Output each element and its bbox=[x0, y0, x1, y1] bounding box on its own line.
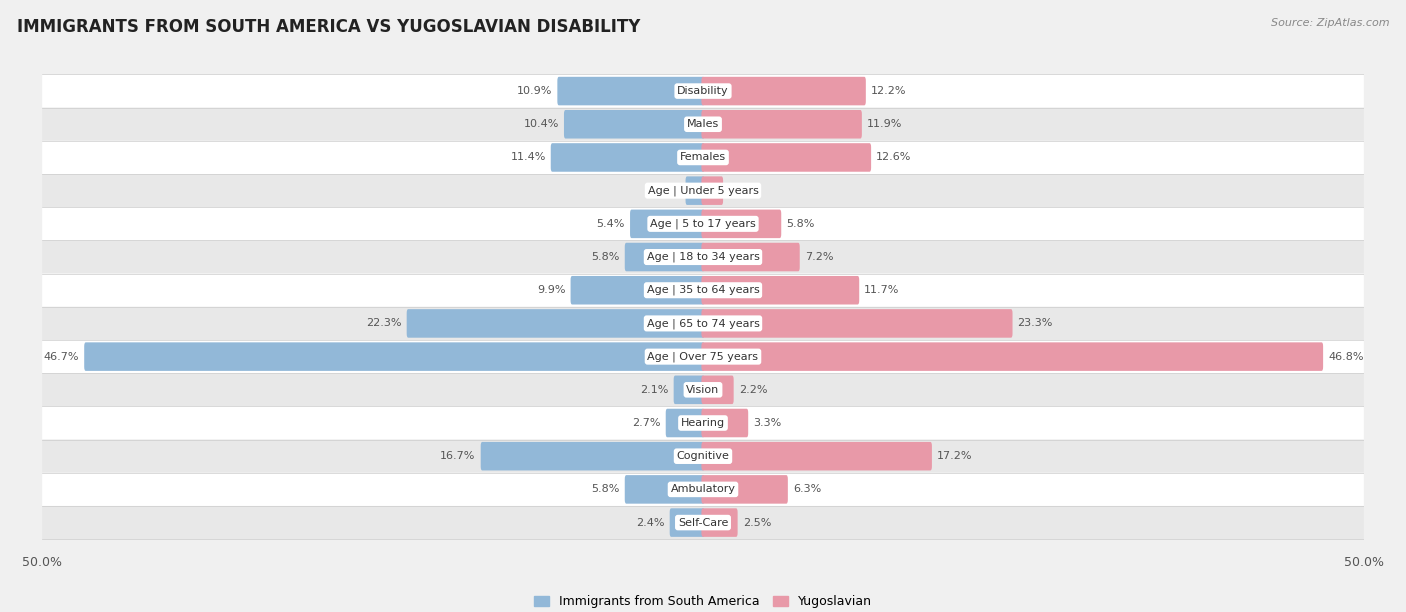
Text: 11.4%: 11.4% bbox=[510, 152, 546, 162]
FancyBboxPatch shape bbox=[557, 76, 704, 105]
FancyBboxPatch shape bbox=[84, 342, 704, 371]
FancyBboxPatch shape bbox=[571, 276, 704, 305]
FancyBboxPatch shape bbox=[702, 409, 748, 438]
FancyBboxPatch shape bbox=[702, 176, 723, 205]
FancyBboxPatch shape bbox=[702, 376, 734, 404]
Text: 22.3%: 22.3% bbox=[366, 318, 402, 329]
FancyBboxPatch shape bbox=[42, 506, 1364, 539]
FancyBboxPatch shape bbox=[564, 110, 704, 138]
Text: Vision: Vision bbox=[686, 385, 720, 395]
Text: Cognitive: Cognitive bbox=[676, 451, 730, 461]
FancyBboxPatch shape bbox=[42, 108, 1364, 141]
FancyBboxPatch shape bbox=[702, 110, 862, 138]
Text: 17.2%: 17.2% bbox=[936, 451, 973, 461]
Text: 2.7%: 2.7% bbox=[633, 418, 661, 428]
FancyBboxPatch shape bbox=[702, 243, 800, 271]
Text: Age | Under 5 years: Age | Under 5 years bbox=[648, 185, 758, 196]
Text: 11.7%: 11.7% bbox=[865, 285, 900, 295]
Text: 16.7%: 16.7% bbox=[440, 451, 475, 461]
FancyBboxPatch shape bbox=[42, 174, 1364, 207]
Text: 1.2%: 1.2% bbox=[652, 185, 681, 196]
FancyBboxPatch shape bbox=[702, 143, 872, 172]
FancyBboxPatch shape bbox=[42, 141, 1364, 174]
FancyBboxPatch shape bbox=[702, 475, 787, 504]
FancyBboxPatch shape bbox=[406, 309, 704, 338]
Text: Age | Over 75 years: Age | Over 75 years bbox=[648, 351, 758, 362]
FancyBboxPatch shape bbox=[42, 75, 1364, 108]
Text: IMMIGRANTS FROM SOUTH AMERICA VS YUGOSLAVIAN DISABILITY: IMMIGRANTS FROM SOUTH AMERICA VS YUGOSLA… bbox=[17, 18, 640, 36]
Text: 46.8%: 46.8% bbox=[1329, 352, 1364, 362]
Text: Age | 5 to 17 years: Age | 5 to 17 years bbox=[650, 218, 756, 229]
FancyBboxPatch shape bbox=[702, 76, 866, 105]
FancyBboxPatch shape bbox=[624, 475, 704, 504]
Text: 3.3%: 3.3% bbox=[754, 418, 782, 428]
Text: 11.9%: 11.9% bbox=[868, 119, 903, 129]
FancyBboxPatch shape bbox=[665, 409, 704, 438]
Text: Age | 65 to 74 years: Age | 65 to 74 years bbox=[647, 318, 759, 329]
FancyBboxPatch shape bbox=[669, 509, 704, 537]
Text: 46.7%: 46.7% bbox=[44, 352, 79, 362]
Text: 23.3%: 23.3% bbox=[1018, 318, 1053, 329]
Legend: Immigrants from South America, Yugoslavian: Immigrants from South America, Yugoslavi… bbox=[530, 590, 876, 612]
FancyBboxPatch shape bbox=[42, 241, 1364, 274]
Text: 2.1%: 2.1% bbox=[640, 385, 669, 395]
Text: Age | 35 to 64 years: Age | 35 to 64 years bbox=[647, 285, 759, 296]
Text: Males: Males bbox=[688, 119, 718, 129]
FancyBboxPatch shape bbox=[42, 473, 1364, 506]
Text: 10.9%: 10.9% bbox=[517, 86, 553, 96]
Text: 12.6%: 12.6% bbox=[876, 152, 911, 162]
FancyBboxPatch shape bbox=[702, 276, 859, 305]
FancyBboxPatch shape bbox=[42, 406, 1364, 439]
Text: 5.8%: 5.8% bbox=[786, 219, 814, 229]
FancyBboxPatch shape bbox=[702, 309, 1012, 338]
FancyBboxPatch shape bbox=[42, 373, 1364, 406]
Text: Ambulatory: Ambulatory bbox=[671, 484, 735, 494]
Text: 2.4%: 2.4% bbox=[636, 518, 665, 528]
FancyBboxPatch shape bbox=[42, 207, 1364, 241]
FancyBboxPatch shape bbox=[42, 307, 1364, 340]
FancyBboxPatch shape bbox=[624, 243, 704, 271]
FancyBboxPatch shape bbox=[702, 209, 782, 238]
Text: Hearing: Hearing bbox=[681, 418, 725, 428]
FancyBboxPatch shape bbox=[42, 439, 1364, 473]
Text: Disability: Disability bbox=[678, 86, 728, 96]
FancyBboxPatch shape bbox=[481, 442, 704, 471]
Text: Females: Females bbox=[681, 152, 725, 162]
Text: 6.3%: 6.3% bbox=[793, 484, 821, 494]
FancyBboxPatch shape bbox=[42, 340, 1364, 373]
Text: 2.5%: 2.5% bbox=[742, 518, 770, 528]
Text: Source: ZipAtlas.com: Source: ZipAtlas.com bbox=[1271, 18, 1389, 28]
Text: 1.4%: 1.4% bbox=[728, 185, 756, 196]
Text: 5.4%: 5.4% bbox=[596, 219, 626, 229]
Text: Age | 18 to 34 years: Age | 18 to 34 years bbox=[647, 252, 759, 263]
Text: 5.8%: 5.8% bbox=[592, 252, 620, 262]
Text: 10.4%: 10.4% bbox=[523, 119, 560, 129]
Text: 2.2%: 2.2% bbox=[738, 385, 768, 395]
Text: Self-Care: Self-Care bbox=[678, 518, 728, 528]
FancyBboxPatch shape bbox=[702, 509, 738, 537]
Text: 9.9%: 9.9% bbox=[537, 285, 565, 295]
Text: 12.2%: 12.2% bbox=[870, 86, 907, 96]
FancyBboxPatch shape bbox=[630, 209, 704, 238]
FancyBboxPatch shape bbox=[42, 274, 1364, 307]
FancyBboxPatch shape bbox=[702, 442, 932, 471]
FancyBboxPatch shape bbox=[673, 376, 704, 404]
FancyBboxPatch shape bbox=[702, 342, 1323, 371]
FancyBboxPatch shape bbox=[551, 143, 704, 172]
Text: 7.2%: 7.2% bbox=[804, 252, 834, 262]
FancyBboxPatch shape bbox=[686, 176, 704, 205]
Text: 5.8%: 5.8% bbox=[592, 484, 620, 494]
